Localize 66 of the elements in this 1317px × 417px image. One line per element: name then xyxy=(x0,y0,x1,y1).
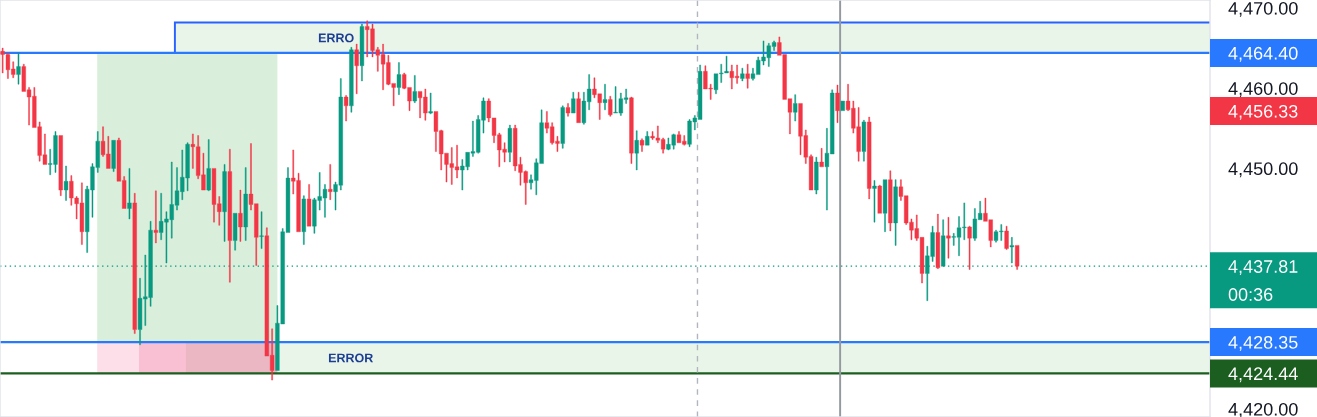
candlestick xyxy=(16,52,21,85)
candlestick xyxy=(819,148,824,168)
candlestick xyxy=(872,180,877,223)
candlestick xyxy=(132,193,137,334)
candlestick xyxy=(306,184,312,227)
candlestick xyxy=(354,43,359,95)
candlestick xyxy=(941,219,946,267)
candlestick xyxy=(412,75,417,103)
candlestick xyxy=(946,217,951,259)
candlestick xyxy=(877,185,882,214)
y-tick-label: 4,420.00 xyxy=(1228,402,1298,417)
candlestick xyxy=(745,63,750,89)
ref-line-label: 4,464.40 xyxy=(1228,46,1298,62)
candlestick xyxy=(301,195,306,245)
candlestick xyxy=(814,156,819,195)
candlestick xyxy=(428,92,433,115)
candlestick xyxy=(602,83,608,111)
candlestick xyxy=(111,140,116,172)
candlestick xyxy=(867,116,872,200)
candlestick xyxy=(63,165,69,201)
candlestick xyxy=(1015,245,1020,270)
candlestick xyxy=(576,92,581,123)
candlestick xyxy=(634,130,639,171)
candlestick xyxy=(888,170,893,232)
y-tick-label: 4,470.00 xyxy=(1228,1,1298,17)
candlestick xyxy=(560,105,565,149)
ref-line-label: 4,428.35 xyxy=(1228,335,1298,351)
candlestick xyxy=(571,92,576,114)
candlestick xyxy=(608,96,613,117)
candlestick xyxy=(835,84,840,123)
y-tick-label: 4,460.00 xyxy=(1228,82,1298,98)
candlestick xyxy=(343,95,349,122)
candlestick xyxy=(893,179,898,246)
y-tick-label: 4,450.00 xyxy=(1228,162,1298,178)
candlestick xyxy=(740,67,745,82)
candlestick xyxy=(396,62,402,95)
candlestick xyxy=(349,47,354,113)
candlestick xyxy=(1004,225,1009,250)
candlestick xyxy=(243,167,248,241)
candlestick xyxy=(882,179,888,232)
candlestick xyxy=(58,135,63,196)
candlestick xyxy=(222,164,227,242)
candlestick xyxy=(328,164,333,200)
text: 4,456.33 xyxy=(1228,104,1298,120)
candlestick xyxy=(238,189,243,242)
candlestick xyxy=(967,225,972,270)
candlestick xyxy=(227,148,232,283)
candlestick xyxy=(645,131,650,146)
candlestick xyxy=(153,190,158,244)
candlestick xyxy=(629,96,634,164)
candlestick xyxy=(206,139,211,192)
candlestick xyxy=(565,103,571,117)
candlestick xyxy=(507,124,512,163)
candlestick xyxy=(861,120,867,162)
band-label: ERRO xyxy=(318,33,354,43)
candlestick xyxy=(935,213,940,269)
band-label: ERROR xyxy=(328,353,374,363)
candlestick xyxy=(793,94,798,122)
candlestick xyxy=(840,100,845,111)
candlestick xyxy=(359,23,365,82)
candlestick xyxy=(259,211,264,249)
candlestick xyxy=(127,168,132,220)
ref-line-label: 4,437.81 00:36 xyxy=(1228,260,1298,301)
ref-line-label: 4,424.44 xyxy=(1228,367,1298,383)
candlestick xyxy=(639,138,645,152)
candlestick xyxy=(233,213,238,251)
